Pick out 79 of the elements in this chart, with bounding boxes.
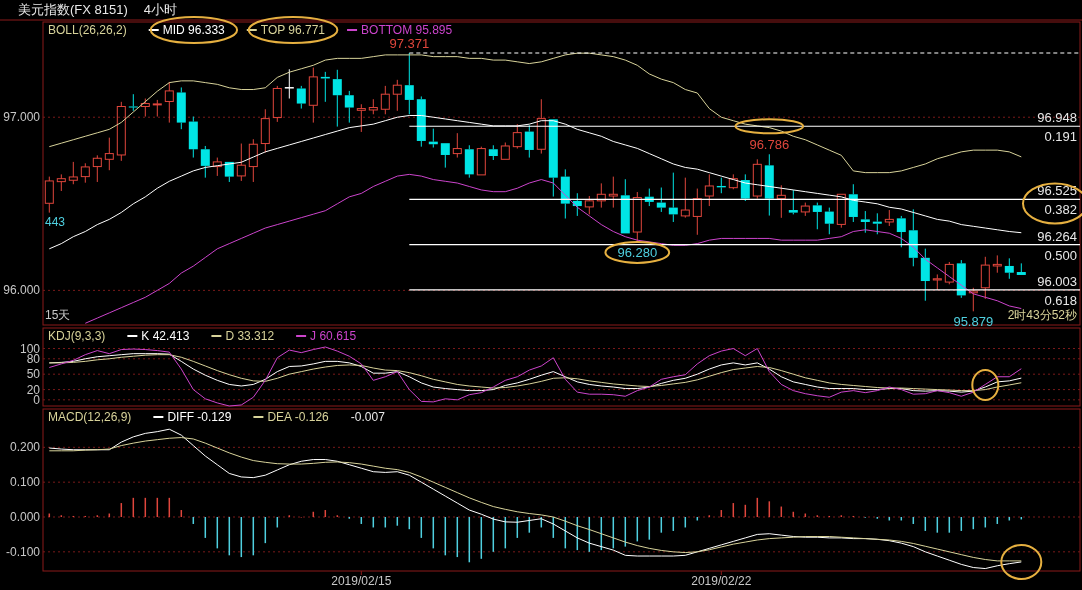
annotation: 0.191 [1044,129,1077,145]
candlestick [764,153,774,217]
annotation: 2时43分52秒 [1007,308,1077,322]
annotation: 96.786 [749,137,790,153]
x-tick-label: 2019/02/15 [331,574,392,588]
candlestick [464,144,474,179]
annotation: 15天 [45,308,71,322]
candlestick [1004,257,1014,280]
candlestick [56,173,66,192]
ref-line: 96.525 [408,183,1081,201]
candlestick [332,69,342,128]
y-tick-label: 50 [26,367,41,382]
candlestick [488,144,498,161]
candlestick [776,184,786,219]
line-series [48,437,1022,562]
candlestick [920,248,930,302]
candlestick [908,208,918,267]
ref-line-label: 96.948 [1037,110,1077,126]
ref-line-label: 96.525 [1037,183,1077,199]
candlestick [392,79,402,112]
candlestick [824,207,834,235]
legend-label: J 60.615 [310,329,357,343]
annotation: 0.382 [1044,202,1077,218]
annotation: 97.371 [389,35,430,51]
candlestick [344,90,354,124]
legend-title: KDJ(9,3,3) [48,329,106,343]
candlestick [200,145,210,179]
y-tick-label: 97.000 [3,110,41,125]
legend-title: BOLL(26,26,2) [48,23,127,37]
candlestick [92,154,102,183]
legend-label: DEA -0.126 [267,410,330,424]
x-tick-label: 2019/02/22 [691,574,752,588]
ref-line: 96.948 [408,110,1081,127]
candlestick [224,161,234,183]
candlestick [548,119,558,198]
line-series [48,52,1022,174]
legend-title: MACD(12,26,9) [48,410,132,424]
candlestick [1016,262,1026,275]
legend-label: D 33.312 [225,329,275,343]
chart-title: 美元指数(FX 8151) [18,2,128,17]
ref-line: 96.003 [408,273,1081,291]
candlestick [836,193,846,229]
candlestick [356,103,366,133]
candlestick [692,188,702,236]
annotation: 96.280 [617,244,658,260]
legend-label: K 42.413 [141,329,190,343]
line-series [48,346,1022,407]
legend-label: MID 96.333 [162,23,226,37]
candlestick [188,116,198,159]
candlestick [860,210,870,234]
y-tick-label: 96.000 [3,283,41,298]
candlestick [416,95,426,148]
y-tick-label: 0.000 [9,510,41,524]
candlestick [848,183,858,223]
ref-line-label: 96.003 [1037,273,1077,289]
annotation: 0.618 [1044,292,1077,308]
annotation: 95.879 [953,314,994,330]
candlestick [248,138,258,183]
legend-label: TOP 96.771 [260,23,326,37]
y-tick-label: 0.200 [9,440,41,455]
candlestick [620,178,630,234]
chart-subtitle: 4小时 [143,2,178,17]
ref-line-label: 96.264 [1037,228,1077,244]
annotation: -0.007 [350,410,386,424]
y-tick-label: 0.100 [9,475,41,490]
candlestick [536,98,546,155]
candlestick [656,187,666,213]
legend-label: DIFF -0.129 [167,410,232,424]
candlestick [284,68,295,100]
ref-line: 96.264 [408,228,1081,246]
candlestick [452,132,462,159]
annotation: 0.500 [1044,247,1077,263]
candlestick [104,137,114,171]
annotation: 443 [45,215,66,229]
y-tick-label: -0.100 [5,544,41,559]
candlestick [524,124,534,159]
legend-label: BOTTOM 95.895 [361,23,453,37]
candlestick [440,143,450,169]
candlestick [128,93,138,112]
